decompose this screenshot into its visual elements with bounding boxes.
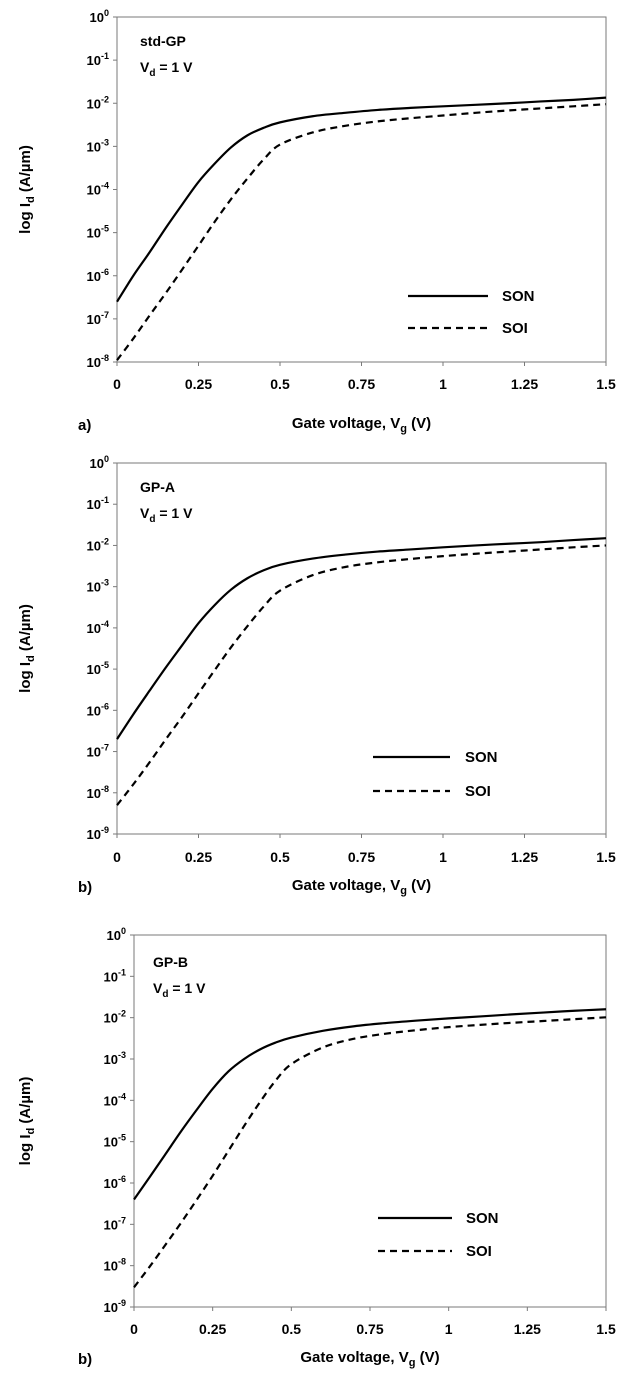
x-tick-label: 1: [439, 849, 447, 865]
legend-label-soi: SOI: [502, 320, 528, 337]
panel-label: b): [78, 1351, 92, 1368]
x-tick-label: 1.5: [596, 376, 616, 392]
y-tick-label: 10-2: [104, 1009, 126, 1026]
x-axis-label: Gate voltage, Vg (V): [292, 877, 431, 897]
chart-panel-1: 100 10-1 10-2 10-3 10-4 10-5 10-6 10-7 10-80 0.25…: [17, 8, 616, 435]
y-tick-label: 10-1: [87, 495, 109, 512]
y-tick-label: 10-3: [87, 578, 109, 595]
y-tick-label: 10-1: [104, 967, 126, 984]
x-tick-label: 0.25: [185, 849, 212, 865]
chart-panel-3: 10010-110-210-310-410-510-610-710-810-90…: [17, 926, 616, 1369]
x-tick-label: 0.5: [270, 376, 290, 392]
y-tick-label: 10-4: [87, 181, 109, 198]
y-tick-label: 10-5: [87, 224, 109, 241]
legend-label-son: SON: [466, 1210, 499, 1227]
panel-label: a): [78, 417, 91, 434]
x-tick-label: 1.25: [511, 849, 538, 865]
series-line-soi: [116, 544, 607, 806]
series-line-son: [116, 537, 607, 740]
y-tick-label: 10-7: [104, 1215, 126, 1232]
chart-panel-2: 10010-110-210-310-410-510-610-710-810-90…: [17, 454, 616, 897]
y-tick-label: 10-9: [87, 825, 109, 842]
y-tick-label: 10-8: [87, 353, 109, 370]
y-axis-label: log Id (A/µm): [17, 1077, 37, 1166]
x-tick-label: 0: [130, 1321, 138, 1337]
y-tick-label: 10-1: [87, 51, 109, 68]
y-tick-label: 100: [90, 454, 109, 471]
device-annotation: GP-A: [140, 479, 175, 495]
panel-label: b): [78, 879, 92, 896]
x-tick-label: 1.25: [511, 376, 538, 392]
x-tick-label: 0.25: [185, 376, 212, 392]
y-tick-label: 10-5: [104, 1133, 126, 1150]
vd-annotation: Vd = 1 V: [140, 505, 193, 525]
vd-annotation: Vd = 1 V: [153, 980, 206, 1000]
legend-label-soi: SOI: [466, 1243, 492, 1260]
x-tick-label: 0: [113, 849, 121, 865]
series-line-soi: [133, 1016, 607, 1288]
vd-annotation: Vd = 1 V: [140, 59, 193, 79]
x-tick-label: 0.75: [348, 376, 375, 392]
x-tick-label: 1.5: [596, 849, 616, 865]
legend-label-soi: SOI: [465, 783, 491, 800]
x-tick-label: 1.5: [596, 1321, 616, 1337]
y-tick-label: 10-6: [87, 701, 109, 718]
y-tick-label: 10-7: [87, 743, 109, 760]
y-tick-label: 10-9: [104, 1298, 126, 1315]
y-tick-label: 10-3: [87, 137, 109, 154]
x-tick-label: 0.25: [199, 1321, 226, 1337]
y-tick-label: 10-2: [87, 536, 109, 553]
device-annotation: std-GP: [140, 33, 186, 49]
y-tick-label: 10-4: [104, 1091, 126, 1108]
y-axis-label: log Id (A/µm): [17, 604, 37, 693]
x-tick-label: 0.5: [270, 849, 290, 865]
x-tick-label: 1: [439, 376, 447, 392]
series-line-soi: [116, 103, 607, 361]
x-axis-label: Gate voltage, Vg (V): [292, 415, 431, 435]
y-tick-label: 10-3: [104, 1050, 126, 1067]
x-tick-label: 1: [445, 1321, 453, 1337]
y-axis-label: log Id (A/µm): [17, 145, 37, 234]
x-tick-label: 1.25: [514, 1321, 541, 1337]
x-tick-label: 0.75: [356, 1321, 383, 1337]
y-tick-label: 10-2: [87, 94, 109, 111]
legend-label-son: SON: [502, 288, 535, 305]
y-tick-label: 10-4: [87, 619, 109, 636]
y-tick-label: 10-8: [104, 1257, 126, 1274]
y-tick-label: 10-8: [87, 784, 109, 801]
y-tick-label: 10-6: [104, 1174, 126, 1191]
x-tick-label: 0.5: [282, 1321, 302, 1337]
y-tick-label: 10-6: [87, 267, 109, 284]
legend-label-son: SON: [465, 749, 498, 766]
x-axis-label: Gate voltage, Vg (V): [300, 1349, 439, 1369]
series-line-son: [133, 1008, 607, 1201]
y-tick-label: 10-7: [87, 310, 109, 327]
y-tick-label: 100: [90, 8, 109, 25]
x-tick-label: 0.75: [348, 849, 375, 865]
device-annotation: GP-B: [153, 954, 188, 970]
y-tick-label: 10-5: [87, 660, 109, 677]
series-line-son: [116, 96, 607, 303]
x-tick-label: 0: [113, 376, 121, 392]
y-tick-label: 100: [107, 926, 126, 943]
